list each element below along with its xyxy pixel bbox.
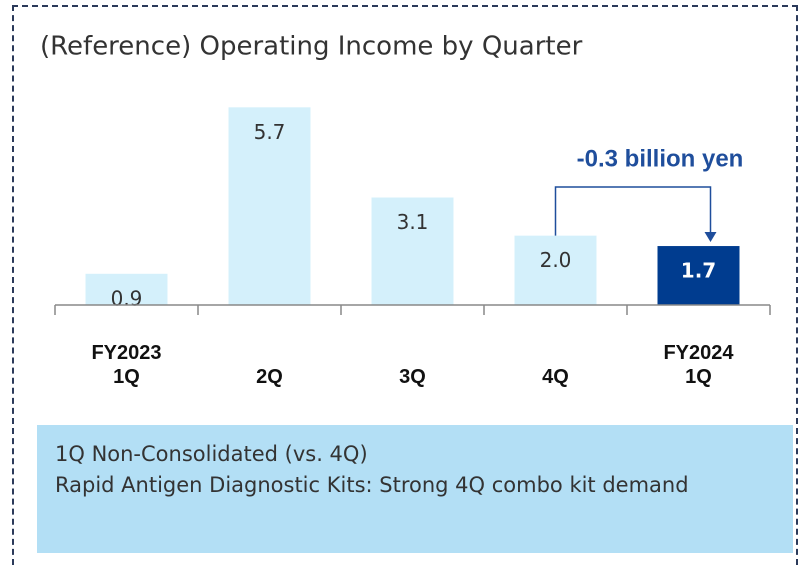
bar <box>657 246 740 305</box>
bar <box>228 107 311 305</box>
value-label: 1.7 <box>681 259 716 283</box>
annotation: -0.3 billion yen <box>577 145 744 172</box>
x-tick-label: 2Q <box>256 366 283 388</box>
change-bracket <box>554 186 712 239</box>
arrow-head <box>704 232 717 243</box>
x-tick-label: 3Q <box>399 366 426 388</box>
value-label: 5.7 <box>254 120 286 144</box>
chart-title: (Reference) Operating Income by Quarter <box>40 32 583 62</box>
dashed-frame <box>12 5 798 565</box>
note-line: 1Q Non-Consolidated (vs. 4Q) <box>55 442 368 466</box>
bar <box>85 273 168 305</box>
x-tick-label: FY2024 1Q <box>663 342 734 388</box>
x-tick-label: FY2023 1Q <box>91 342 162 388</box>
bar <box>371 197 454 305</box>
x-tick-label: 4Q <box>542 366 569 388</box>
note-box: 1Q Non-Consolidated (vs. 4Q) Rapid Antige… <box>37 425 793 553</box>
value-label: 2.0 <box>540 248 572 272</box>
note-line: Rapid Antigen Diagnostic Kits: Strong 4Q… <box>55 473 689 497</box>
value-label: 0.9 <box>111 286 143 310</box>
value-label: 3.1 <box>397 210 429 234</box>
chart: (Reference) Operating Income by Quarter … <box>40 32 771 315</box>
bar <box>514 235 597 305</box>
